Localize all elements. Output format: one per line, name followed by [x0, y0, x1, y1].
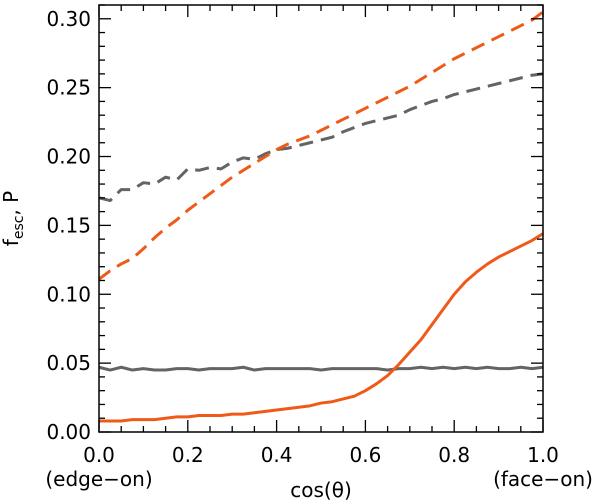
y-axis-label: fesc, P — [0, 191, 27, 246]
series-layer — [98, 10, 544, 423]
y-tick-label: 0.20 — [46, 145, 91, 169]
y-tick-label: 0.00 — [46, 420, 91, 444]
y-axis-label-main: f — [0, 238, 23, 246]
y-tick-label: 0.05 — [46, 351, 91, 375]
y-tick-label: 0.30 — [46, 7, 91, 31]
y-tick-label: 0.10 — [46, 282, 91, 306]
y-axis-label-rest: , P — [0, 191, 23, 216]
series-line-orange-solid — [99, 232, 544, 423]
x-tick-label: 0.0 — [83, 443, 115, 467]
labels-layer: cos(θ) (edge−on) (face−on) fesc, P — [0, 191, 593, 501]
series-line-orange-dashed — [98, 10, 544, 281]
x-face-on-label: (face−on) — [493, 467, 593, 491]
series-line-grey-dashed — [98, 72, 544, 203]
y-tick-label: 0.25 — [46, 76, 91, 100]
y-tick-label: 0.15 — [46, 213, 91, 237]
axes-layer: 0.0 0.2 0.4 0.6 0.8 1.0 0.00 0.05 0.10 0.15 0.20 0.… — [46, 4, 559, 467]
series-line-grey-solid — [98, 365, 544, 372]
x-tick-label: 0.4 — [261, 443, 293, 467]
x-tick-label: 0.2 — [172, 443, 204, 467]
x-axis-label: cos(θ) — [290, 478, 352, 501]
y-axis-label-subscript: esc — [11, 216, 27, 240]
x-tick-label: 0.6 — [349, 443, 381, 467]
x-edge-on-label: (edge−on) — [45, 467, 152, 491]
x-tick-label: 0.8 — [438, 443, 470, 467]
x-tick-label: 1.0 — [527, 443, 559, 467]
